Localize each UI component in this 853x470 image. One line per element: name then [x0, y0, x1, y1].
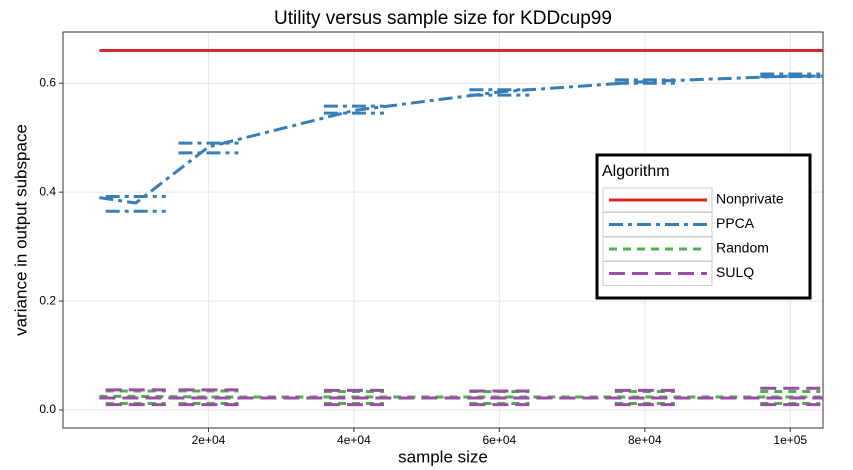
x-tick-label: 4e+04 [337, 433, 371, 447]
legend-label: Nonprivate [716, 191, 784, 207]
series-line [99, 394, 823, 399]
x-tick-label: 6e+04 [483, 433, 517, 447]
x-tick-label: 8e+04 [628, 433, 662, 447]
series-line [99, 74, 823, 205]
y-tick-label: 0.0 [39, 402, 56, 416]
legend-title: Algorithm [602, 163, 670, 180]
chart-title: Utility versus sample size for KDDcup99 [274, 8, 612, 29]
y-axis-label: variance in output subspace [11, 124, 30, 336]
x-tick-label: 1e+05 [773, 433, 807, 447]
x-axis-label: sample size [398, 447, 488, 466]
y-tick-label: 0.2 [39, 293, 56, 307]
legend-label: Random [716, 240, 769, 256]
panel [62, 31, 824, 429]
y-tick-label: 0.6 [39, 75, 56, 89]
y-tick-label: 0.4 [39, 184, 56, 198]
x-tick-label: 2e+04 [192, 433, 226, 447]
legend-label: PPCA [716, 215, 755, 231]
legend-label: SULQ [716, 264, 754, 280]
